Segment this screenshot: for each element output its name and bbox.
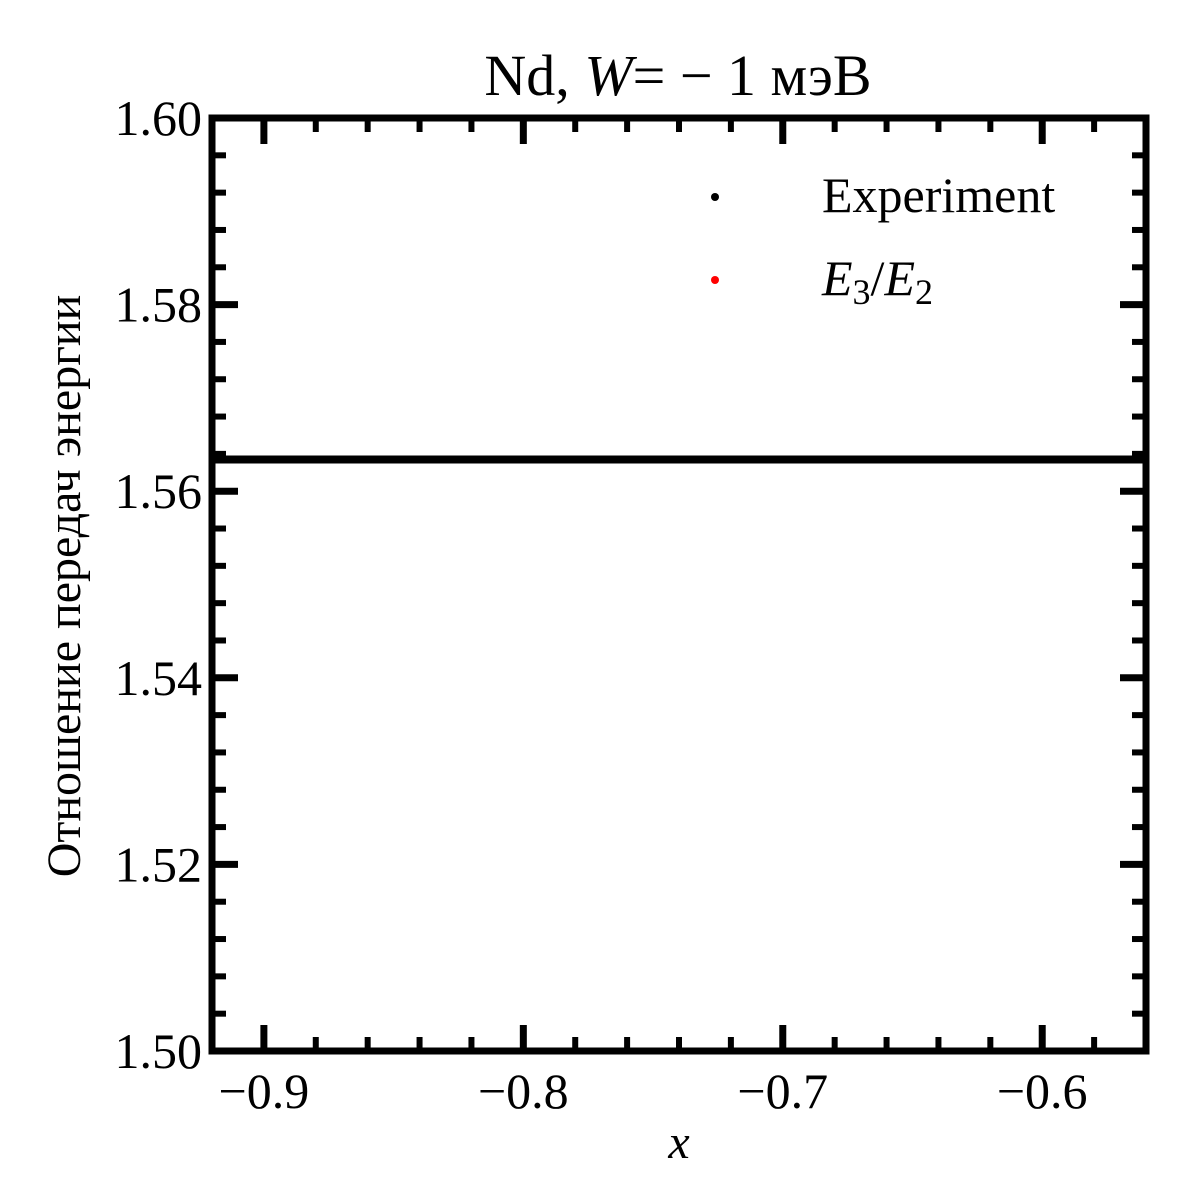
x-tick-label: −0.8 — [478, 1063, 569, 1119]
y-tick-label: 1.50 — [115, 1023, 203, 1079]
chart-title: Nd, W= − 1 мэВ — [484, 43, 871, 108]
legend-marker-e3-e2 — [711, 276, 719, 284]
y-tick-label: 1.54 — [115, 650, 203, 706]
legend-marker-experiment — [711, 193, 719, 201]
legend-label-experiment: Experiment — [822, 167, 1055, 223]
chart-title-suffix: = − 1 мэВ — [633, 43, 872, 108]
y-tick-label: 1.52 — [115, 836, 203, 892]
y-tick-label: 1.60 — [115, 90, 203, 146]
y-tick-label: 1.56 — [115, 463, 203, 519]
x-tick-label: −0.7 — [737, 1063, 828, 1119]
x-axis-label: x — [667, 1116, 689, 1169]
y-tick-labels: 1.50 1.52 1.54 1.56 1.58 1.60 — [115, 90, 203, 1079]
chart-title-prefix: Nd, — [484, 43, 584, 108]
x-tick-label: −0.6 — [997, 1063, 1088, 1119]
plot-frame — [208, 114, 1150, 1055]
x-tick-labels: −0.9 −0.8 −0.7 −0.6 — [219, 1063, 1088, 1119]
y-tick-label: 1.58 — [115, 277, 203, 333]
legend: Experiment E3/E2 — [711, 167, 1055, 312]
y-axis-label: Отношение передач энергии — [38, 295, 91, 878]
x-tick-label: −0.9 — [219, 1063, 310, 1119]
chart-title-variable: W — [584, 43, 637, 108]
legend-label-e3-e2: E3/E2 — [821, 250, 933, 312]
